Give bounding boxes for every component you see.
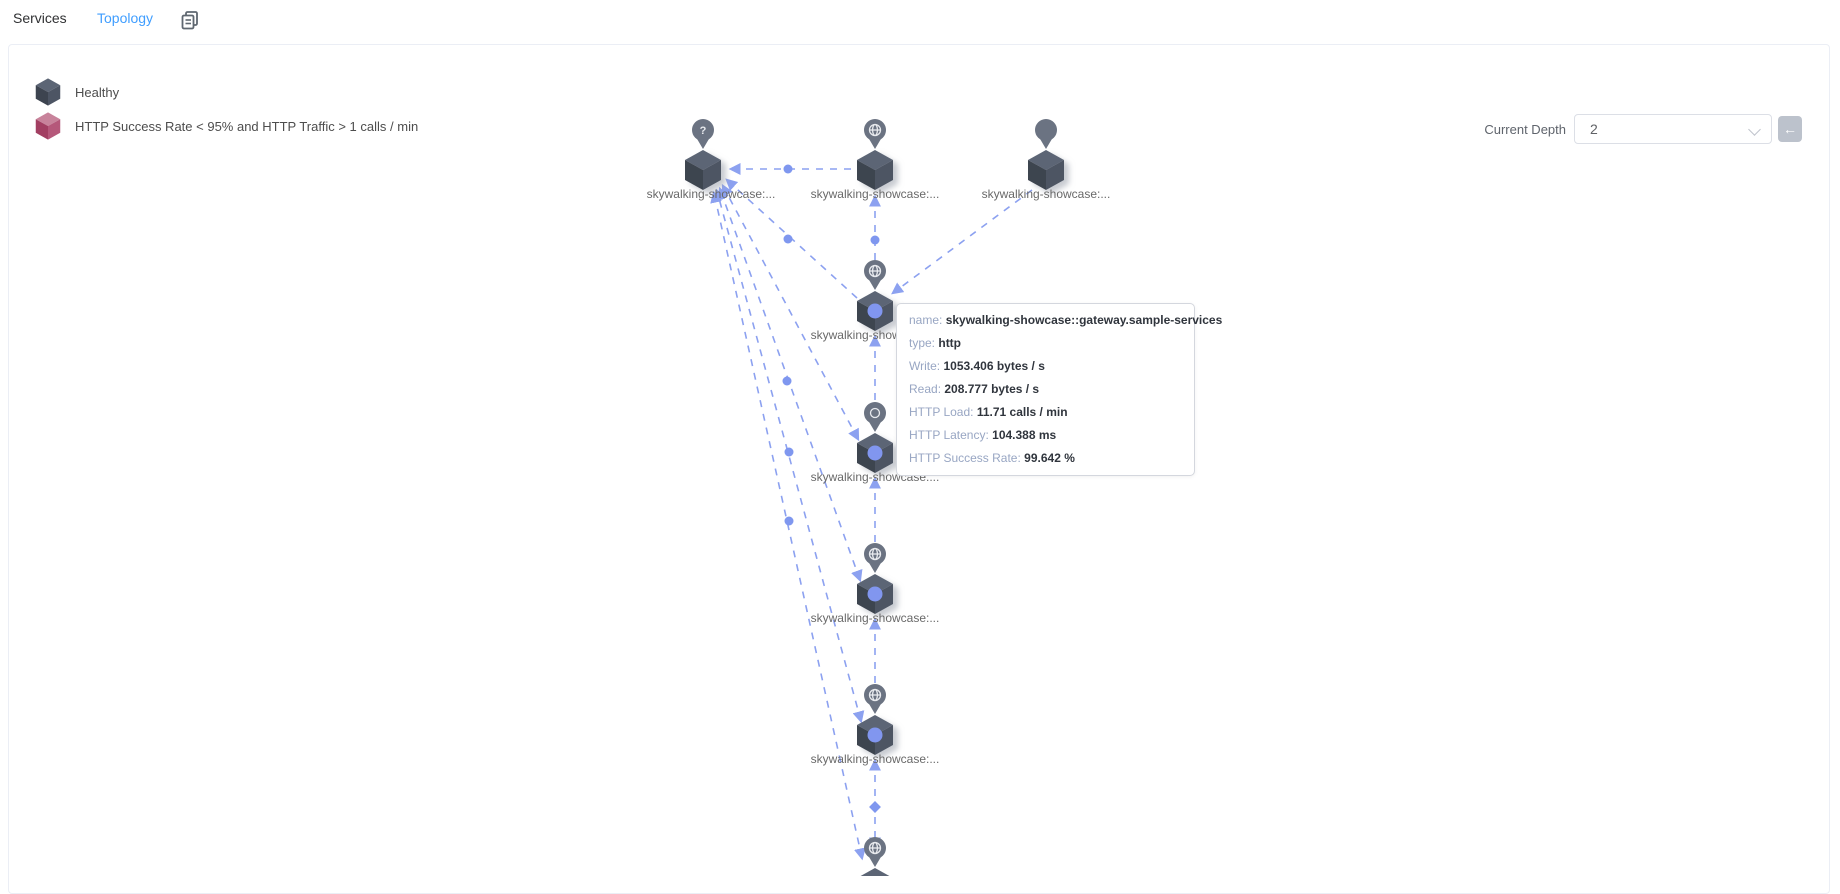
tooltip-row: HTTP Load: 11.71 calls / min [909,405,1068,419]
topology-canvas[interactable]: ? skywalking-showcase:... skywalking-sho… [0,0,1840,876]
service-node[interactable] [857,837,893,876]
top-tab-bar: Services Topology [0,0,1840,40]
tab-services[interactable]: Services [13,10,67,26]
svg-text:?: ? [700,125,707,137]
back-button[interactable]: ← [1778,116,1802,142]
service-node[interactable]: ? skywalking-showcase:... [647,119,776,201]
globe-pin-icon [864,260,886,290]
service-node[interactable]: skywalking-showcase:... [811,684,940,766]
service-node[interactable]: skywalking-showcase:... [811,543,940,625]
plain-pin-icon [1035,119,1057,149]
healthy-cube-icon [33,75,63,109]
globe-pin-icon [864,543,886,573]
globe-pin-icon [864,119,886,149]
tooltip-row: type: http [909,336,962,350]
alert-cube-icon [33,109,63,143]
depth-value: 2 [1590,121,1598,137]
depth-label: Current Depth [1484,121,1566,137]
legend: Healthy HTTP Success Rate < 95% and HTTP… [33,75,418,143]
tooltip-row: HTTP Success Rate: 99.642 % [909,451,1075,465]
hover-dot [867,586,883,602]
svg-text:skywalking-showcase:...: skywalking-showcase:... [811,187,940,201]
tab-topology[interactable]: Topology [97,10,154,26]
globe-pin-icon [864,684,886,714]
service-node[interactable]: skywalking-showcase:... [982,119,1111,201]
svg-text:skywalking-showcase:...: skywalking-showcase:... [811,611,940,625]
legend-label-healthy: Healthy [75,84,120,100]
depth-select[interactable]: 2 [1574,114,1772,144]
legend-label-alert: HTTP Success Rate < 95% and HTTP Traffic… [75,118,419,134]
tooltip-row: Read: 208.777 bytes / s [909,382,1040,396]
svg-text:skywalking-showcase:...: skywalking-showcase:... [982,187,1111,201]
hover-dot [867,727,883,743]
globe-pin-icon [864,837,886,867]
service-node[interactable]: skywalking-showcase:... [811,119,940,201]
depth-control: Current Depth 2 ← [1484,114,1802,144]
tooltip-row: Write: 1053.406 bytes / s [909,359,1045,373]
copy-icon[interactable] [180,10,200,30]
hover-dot [867,303,883,319]
svg-text:skywalking-showcase:...: skywalking-showcase:... [647,187,776,201]
svg-text:skywalking-showcase:...: skywalking-showcase:... [811,752,940,766]
tooltip-row: HTTP Latency: 104.388 ms [909,428,1057,442]
tooltip-row: name: skywalking-showcase::gateway.sampl… [909,313,1223,327]
legend-row-healthy: Healthy [33,75,418,109]
legend-row-alert: HTTP Success Rate < 95% and HTTP Traffic… [33,109,418,143]
node-tooltip: name: skywalking-showcase::gateway.sampl… [896,303,1223,476]
hover-dot [867,445,883,461]
